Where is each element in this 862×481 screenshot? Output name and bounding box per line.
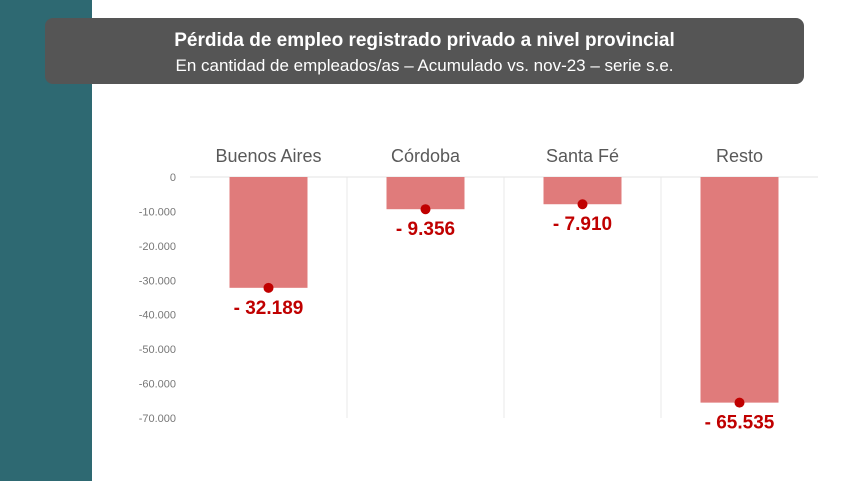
category-label: Resto: [716, 146, 763, 166]
data-label: - 7.910: [553, 214, 612, 235]
category-label: Buenos Aires: [215, 146, 321, 166]
y-tick-label: -10.000: [139, 206, 176, 218]
bar: [229, 177, 308, 288]
y-tick-label: -30.000: [139, 275, 176, 287]
value-marker: [734, 397, 745, 408]
value-marker: [577, 199, 588, 210]
category-label: Santa Fé: [546, 146, 619, 166]
y-tick-label: -20.000: [139, 241, 176, 253]
value-marker: [420, 204, 431, 215]
bar: [386, 177, 465, 210]
y-tick-label: -60.000: [139, 379, 176, 391]
data-label: - 65.535: [705, 413, 775, 434]
data-label: - 9.356: [396, 219, 455, 240]
y-tick-label: -40.000: [139, 310, 176, 322]
chart-title: Pérdida de empleo registrado privado a n…: [174, 30, 675, 51]
chart-subtitle: En cantidad de empleados/as – Acumulado …: [175, 56, 674, 75]
y-tick-label: -50.000: [139, 344, 176, 356]
data-label: - 32.189: [234, 298, 304, 319]
y-tick-label: -70.000: [139, 413, 176, 425]
y-tick-label: 0: [170, 172, 176, 184]
category-label: Córdoba: [391, 146, 461, 166]
bar: [700, 177, 779, 403]
title-box: Pérdida de empleo registrado privado a n…: [45, 18, 804, 84]
value-marker: [263, 282, 274, 293]
